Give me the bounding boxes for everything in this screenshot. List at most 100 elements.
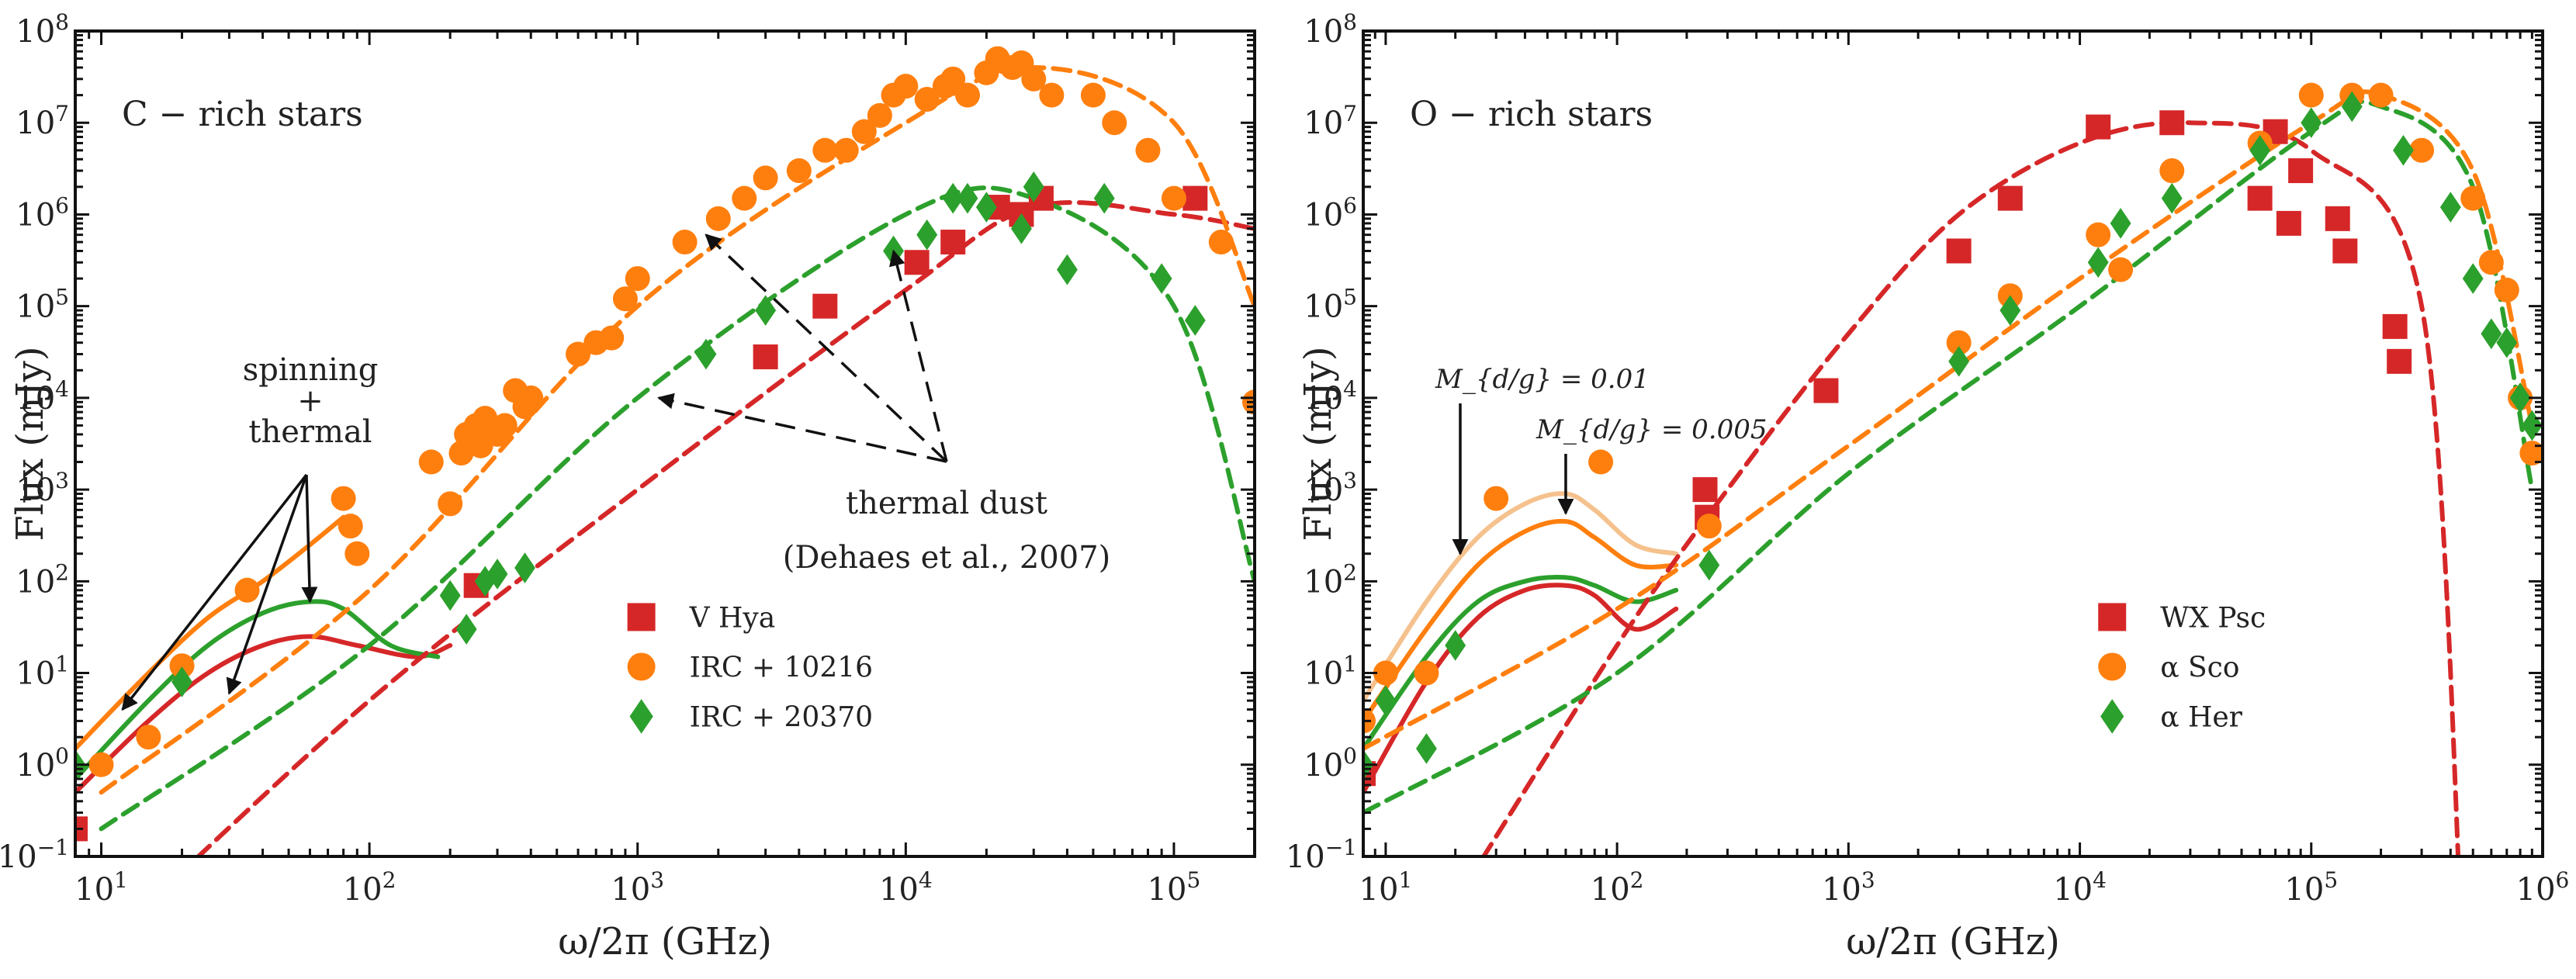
- left-panel-chart: 101 102 103 104 105 10−1 100 101 102 103 104 105 106…: [0, 9, 1256, 963]
- data-point-irc-10216: [345, 541, 370, 566]
- data-point-irc-20370: [1010, 213, 1032, 244]
- data-point-irc-20370: [1093, 182, 1115, 214]
- annotation-mdg-001: M_{d/g} = 0.01: [1435, 364, 1650, 395]
- x-tick-label: 103: [611, 867, 664, 908]
- data-point-v-hya: [812, 293, 838, 319]
- model-curve-irc-20370-spinning-thermal: [75, 599, 441, 782]
- model-curve-wx-psc-spinning-thermal: [1363, 583, 1679, 795]
- model-curve-irc-20370-thermal-dust: [99, 185, 1255, 832]
- data-point-irc-10216: [418, 449, 444, 475]
- legend-label-v-hya: V Hya: [689, 602, 776, 634]
- y-tick-label: 106: [16, 192, 69, 233]
- data-point-sco: [2159, 158, 2185, 184]
- data-point-irc-10216: [438, 491, 463, 517]
- x-axis-label: ω/2π (GHz): [1846, 920, 2060, 963]
- legend-label-wx-psc: WX Psc: [2160, 602, 2266, 634]
- data-point-v-hya: [753, 344, 778, 370]
- annotation-spinning: spinning: [243, 352, 379, 388]
- y-tick-label: 105: [16, 285, 69, 325]
- y-tick-label: 10−1: [0, 835, 69, 875]
- y-tick-label: 104: [1304, 376, 1357, 417]
- plot-frame: [74, 29, 1256, 858]
- annotation-mdg-0005: M_{d/g} = 0.005: [1536, 414, 1768, 445]
- data-point-wx-psc: [2247, 185, 2273, 211]
- data-point-her: [2509, 382, 2531, 413]
- annotation-thermal-dust: thermal dust: [846, 486, 1047, 521]
- data-point-irc-20370: [957, 182, 978, 214]
- x-tick-label: 101: [1359, 867, 1413, 908]
- legend-marker-v-hya: [627, 603, 656, 631]
- data-point-irc-10216: [753, 165, 778, 191]
- data-point-her: [2481, 318, 2502, 350]
- data-point-wx-psc: [1997, 185, 2023, 211]
- data-point-her: [2439, 192, 2461, 223]
- data-point-sco: [2494, 277, 2519, 303]
- data-point-sco: [2298, 82, 2324, 108]
- data-point-v-hya: [904, 250, 930, 275]
- data-point-her: [1415, 733, 1437, 764]
- data-point-her: [2249, 134, 2271, 166]
- data-point-irc-10216: [492, 413, 518, 438]
- data-point-irc-10216: [954, 82, 980, 108]
- data-point-her: [2393, 134, 2414, 166]
- y-tick-label: 100: [16, 743, 69, 784]
- data-point-irc-20370: [695, 338, 717, 370]
- data-point-irc-10216: [1021, 66, 1047, 92]
- data-point-wx-psc: [2159, 110, 2185, 136]
- x-tick-label: 105: [1148, 867, 1201, 908]
- data-point-irc-10216: [786, 158, 812, 184]
- data-point-her: [2000, 295, 2021, 326]
- legend-marker-irc-20370: [629, 699, 653, 734]
- data-point-irc-10216: [1161, 185, 1186, 211]
- y-tick-label: 107: [1304, 101, 1357, 141]
- data-point-her: [2161, 182, 2183, 214]
- y-tick-label: 104: [16, 376, 69, 417]
- data-point-her: [1698, 549, 1720, 581]
- y-tick-label: 107: [16, 101, 69, 141]
- y-tick-label: 101: [16, 652, 69, 692]
- y-tick-label: 103: [1304, 468, 1357, 508]
- data-point-wx-psc: [1692, 477, 1718, 503]
- x-tick-label: 106: [2516, 867, 2570, 908]
- data-point-her: [2496, 327, 2518, 358]
- x-tick-label: 102: [1591, 867, 1644, 908]
- data-point-irc-10216: [136, 725, 161, 750]
- data-point-irc-10216: [1208, 230, 1234, 255]
- annotation-arrow-thermal-dust: [888, 249, 948, 462]
- data-point-her: [2110, 208, 2131, 239]
- data-point-irc-10216: [1039, 82, 1065, 108]
- model-curve-irc-10216-spinning-thermal: [75, 514, 346, 751]
- data-point-irc-20370: [455, 614, 477, 645]
- data-point-irc-20370: [975, 192, 997, 223]
- legend-label-irc-20370: IRC + 20370: [690, 701, 873, 733]
- data-point-irc-20370: [486, 559, 508, 590]
- data-point-v-hya: [1182, 185, 1208, 211]
- data-point-irc-10216: [599, 325, 625, 351]
- data-point-irc-20370: [755, 295, 777, 326]
- data-point-wx-psc: [2276, 210, 2301, 236]
- y-tick-label: 103: [16, 468, 69, 508]
- data-point-irc-20370: [942, 182, 964, 214]
- data-point-wx-psc: [2288, 158, 2314, 184]
- data-point-wx-psc: [2325, 206, 2350, 231]
- data-point-irc-20370: [171, 666, 192, 697]
- data-point-her: [2341, 91, 2363, 123]
- model-curve-sco-m-d-g-0-005: [1363, 518, 1679, 724]
- x-tick-label: 101: [74, 867, 128, 908]
- y-tick-label: 101: [1304, 652, 1357, 692]
- data-point-sco: [2409, 137, 2435, 163]
- data-point-irc-10216: [705, 206, 731, 231]
- model-curve-her-thermal-dust: [1363, 99, 2535, 815]
- data-point-irc-10216: [518, 385, 544, 410]
- annotation-arrow-thermal-dust: [705, 234, 948, 463]
- data-point-her: [2301, 107, 2322, 139]
- data-point-irc-20370: [439, 579, 461, 611]
- y-tick-label: 10−1: [1288, 835, 1357, 875]
- data-point-sco: [1946, 330, 1972, 355]
- legend-marker-sco: [2098, 652, 2127, 681]
- annotation-arrow-thermal-dust: [657, 393, 947, 463]
- data-point-her: [1948, 346, 1970, 377]
- data-point-sco: [2478, 250, 2504, 275]
- data-point-sco: [2368, 82, 2394, 108]
